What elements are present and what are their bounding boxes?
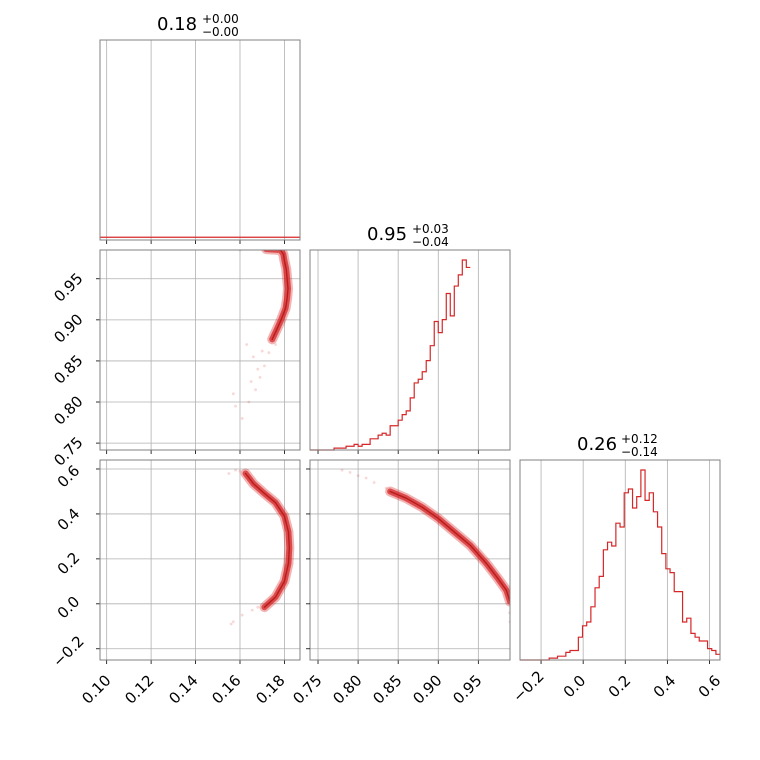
axes-frame: [99, 459, 301, 661]
p9-x-ticklabels: −0.2 0.0 0.2 0.4 0.6: [509, 667, 724, 705]
histogram-step: [310, 259, 471, 451]
histogram-step: [520, 469, 720, 661]
p9-xtick-3: 0.4: [650, 672, 680, 702]
title-p1-plus: +0.00: [202, 12, 239, 26]
title-p5-plus: +0.03: [412, 222, 449, 236]
scatter-point: [372, 481, 376, 484]
scatter-point: [251, 355, 255, 359]
scatter-point: [267, 351, 271, 355]
p8-xtick-1: 0.80: [329, 671, 365, 707]
p7-xtick-2: 0.14: [165, 671, 201, 707]
p7-ytick-1: 0.0: [54, 593, 84, 623]
axes-frame: [309, 249, 511, 451]
title-p5: 0.95 +0.03 −0.04: [367, 222, 449, 249]
p7-x-ticklabels: 0.10 0.12 0.14 0.16 0.18: [78, 671, 288, 707]
p9-xtick-4: 0.6: [695, 672, 725, 702]
panel-scatter-3-2: [306, 459, 511, 664]
scatter-point: [250, 608, 254, 612]
density-band-outer: [385, 486, 510, 607]
scatter-point: [256, 605, 260, 609]
p7-ytick-3: 0.4: [54, 505, 84, 535]
title-p5-minus: −0.04: [412, 235, 449, 249]
axes-frame: [519, 459, 721, 661]
panel-scatter-3-1: [96, 459, 301, 664]
density-contour-line: [268, 250, 289, 341]
scatter-point: [364, 476, 368, 480]
scatter-point: [240, 613, 244, 617]
scatter-point: [274, 343, 277, 346]
scatter-point: [229, 622, 233, 626]
density-band-core: [242, 470, 293, 611]
scatter-point: [348, 470, 352, 474]
density-contour-line: [244, 472, 291, 608]
scatter-point: [234, 468, 237, 472]
p4-ytick-4: 0.95: [50, 269, 86, 305]
title-p9-median: 0.26: [577, 434, 617, 455]
p8-xtick-3: 0.90: [409, 671, 445, 707]
scatter-point: [256, 367, 260, 371]
title-p5-median: 0.95: [367, 224, 407, 245]
scatter-point: [356, 474, 360, 478]
p7-xtick-3: 0.16: [208, 671, 244, 707]
title-p9-minus: −0.14: [621, 445, 658, 459]
p8-xtick-0: 0.75: [289, 671, 325, 707]
panel-hist-2: [309, 249, 511, 454]
p8-xtick-2: 0.85: [369, 671, 405, 707]
scatter-point: [249, 380, 253, 383]
axes-frame: [99, 249, 301, 451]
p8-x-ticklabels: 0.75 0.80 0.85 0.90 0.95: [289, 671, 485, 707]
title-p1: 0.18 +0.00 −0.00: [157, 12, 239, 39]
scatter-point: [263, 364, 266, 368]
p7-ytick-0: −0.2: [49, 632, 87, 670]
p4-ytick-2: 0.85: [50, 351, 86, 387]
scatter-point: [258, 375, 262, 379]
plot-area: [227, 468, 295, 626]
title-p1-minus: −0.00: [202, 25, 239, 39]
p7-xtick-1: 0.12: [121, 671, 157, 707]
scatter-point: [247, 400, 251, 404]
p8-xtick-4: 0.95: [449, 671, 485, 707]
panel-hist-3: [519, 459, 721, 664]
plot-area: [231, 250, 293, 420]
p4-ytick-1: 0.80: [50, 392, 86, 428]
p9-xtick-1: 0.0: [560, 672, 590, 702]
p7-y-ticklabels: −0.2 0.0 0.2 0.4 0.6: [49, 462, 87, 671]
scatter-point: [238, 469, 242, 473]
axes-frame: [99, 39, 301, 241]
scatter-point: [231, 392, 235, 396]
scatter-point: [254, 388, 257, 392]
panel-scatter-2-1: [96, 249, 301, 454]
scatter-point: [231, 620, 235, 624]
scatter-point: [340, 468, 344, 472]
density-contour-line: [389, 490, 510, 603]
scatter-point: [240, 417, 244, 420]
scatter-point: [260, 349, 264, 353]
p7-ytick-2: 0.2: [54, 549, 84, 579]
p7-xtick-4: 0.18: [252, 671, 288, 707]
scatter-point: [234, 404, 237, 408]
scatter-point: [384, 486, 388, 490]
title-p9: 0.26 +0.12 −0.14: [577, 432, 658, 459]
title-p1-median: 0.18: [157, 14, 197, 35]
p4-ytick-3: 0.90: [50, 310, 86, 346]
plot-area: [340, 468, 510, 624]
p9-xtick-2: 0.2: [605, 672, 635, 702]
title-p9-plus: +0.12: [621, 432, 658, 446]
density-band-core: [387, 488, 510, 605]
p7-xtick-0: 0.10: [78, 671, 114, 707]
p4-y-ticklabels: 0.75 0.80 0.85 0.90 0.95: [50, 269, 86, 469]
panel-hist-1: [99, 39, 301, 244]
scatter-point: [227, 472, 231, 475]
scatter-point: [245, 343, 249, 346]
axes-frame: [309, 459, 511, 661]
p9-xtick-0: −0.2: [509, 667, 547, 705]
